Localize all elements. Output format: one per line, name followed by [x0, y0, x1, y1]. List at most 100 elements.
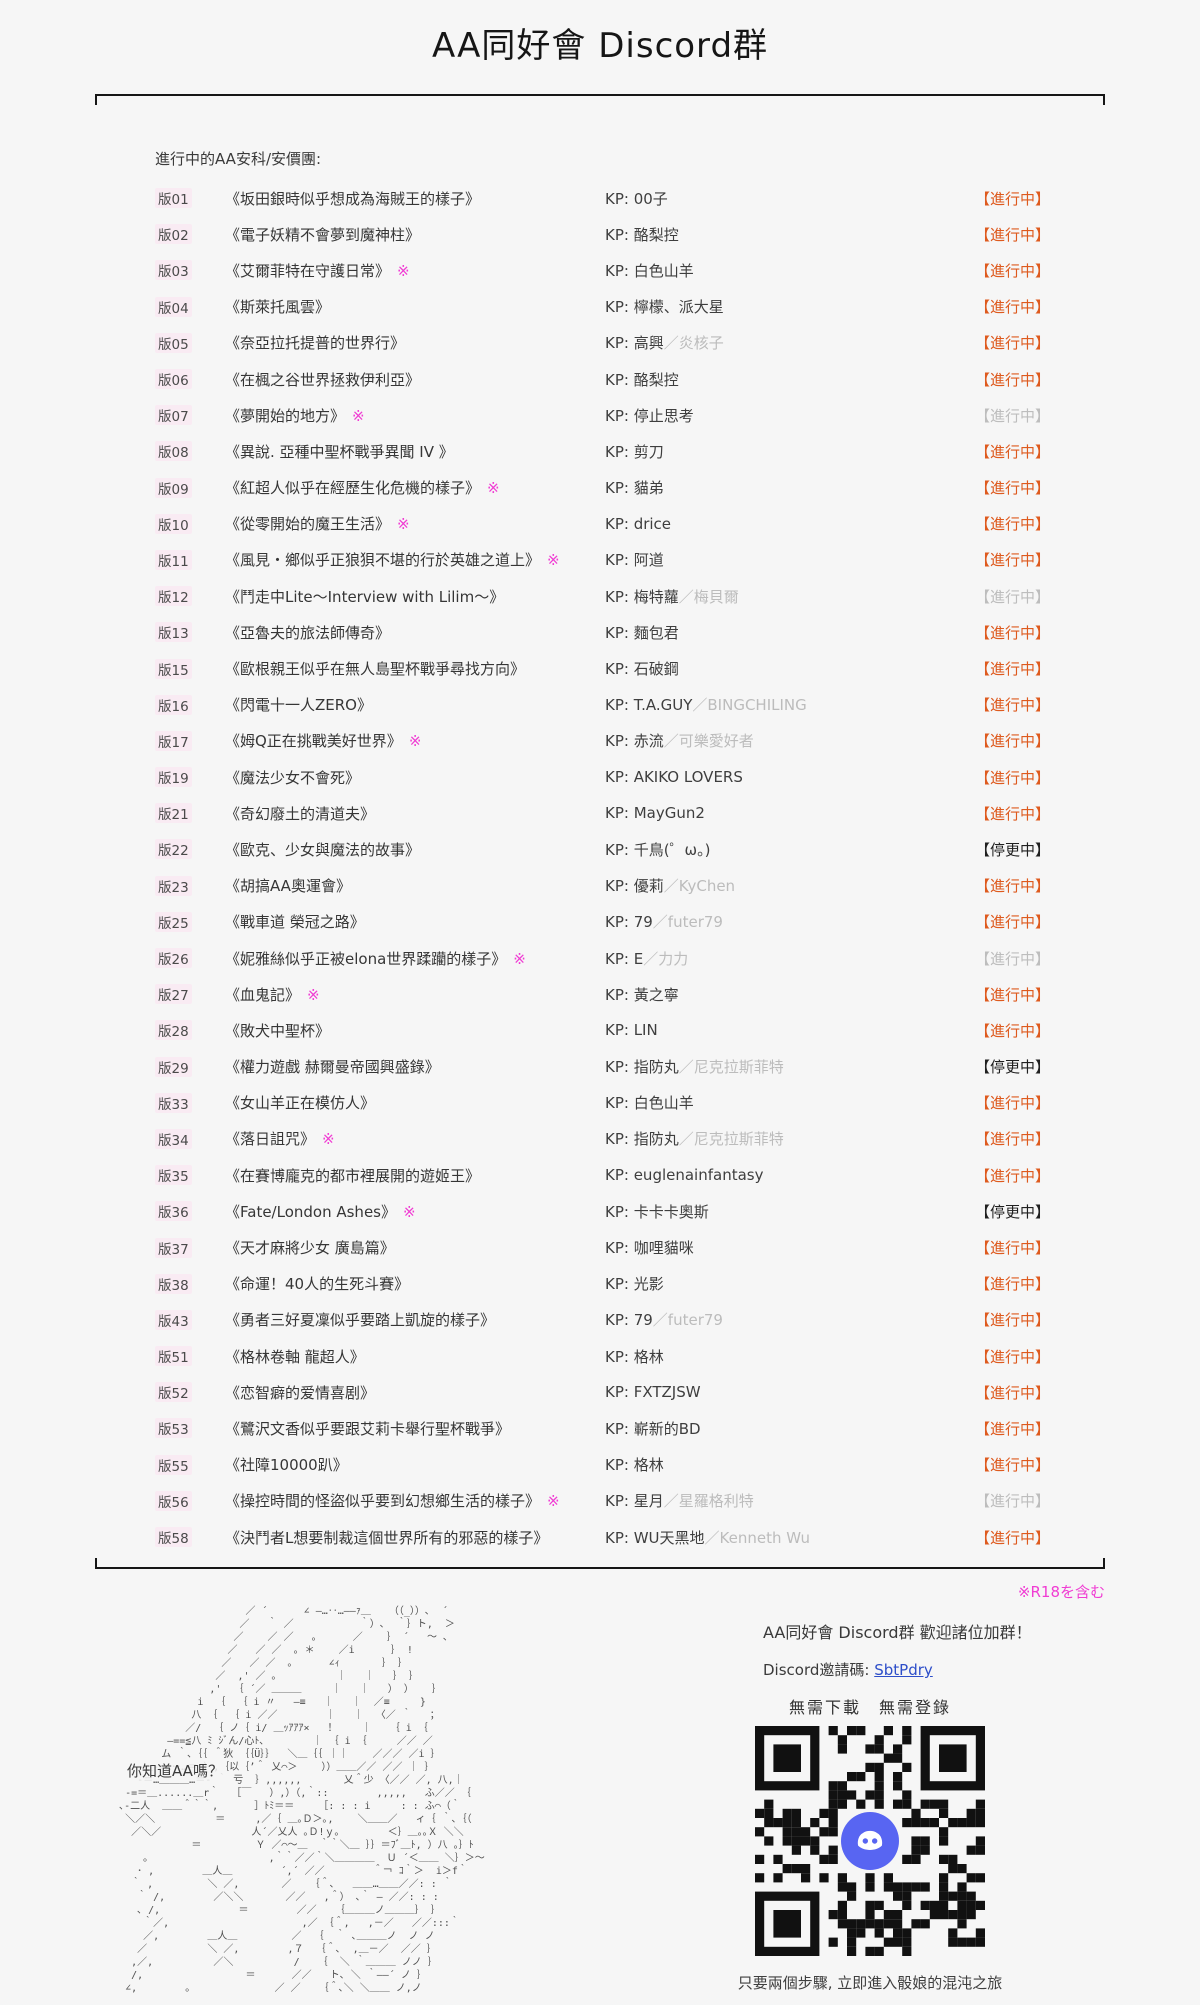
thread-status: 【進行中】: [975, 225, 1051, 244]
thread-status: 【進行中】: [975, 442, 1051, 461]
thread-title: 《落日詛咒》 ※: [225, 1130, 335, 1149]
thread-number-badge: 版15: [155, 658, 192, 679]
list-item: 版35 《在賽博龐克的都市裡展開的遊姬王》 KP: euglenainfantasy…: [155, 1157, 1095, 1193]
frame-corner-tick: [1103, 96, 1105, 105]
thread-number-badge: 版10: [155, 513, 192, 534]
frame-corner-tick: [95, 1558, 97, 1568]
list-item: 版36 《Fate/London Ashes》 ※ KP: 卡卡卡奧斯 【停更中】: [155, 1193, 1095, 1229]
thread-title: 《夢開始的地方》 ※: [225, 406, 365, 425]
thread-title: 《天才麻將少女 廣島篇》: [225, 1239, 395, 1258]
thread-number-badge: 版58: [155, 1527, 192, 1548]
thread-number-badge: 版53: [155, 1418, 192, 1439]
thread-title: 《戰車道 榮冠之路》: [225, 913, 365, 932]
list-item: 版04 《斯萊托風雲》 KP: 檸檬、派大星 【進行中】: [155, 289, 1095, 325]
thread-kp: KP: 嶄新的BD: [605, 1419, 701, 1438]
thread-kp-secondary: ／尼克拉斯菲特: [678, 1130, 784, 1149]
thread-status: 【進行中】: [975, 370, 1051, 389]
thread-kp: KP: 指防丸／尼克拉斯菲特: [605, 1058, 784, 1077]
thread-status: 【進行中】: [975, 768, 1051, 787]
thread-kp-secondary: ／梅貝爾: [678, 587, 739, 606]
thread-number-badge: 版38: [155, 1273, 192, 1294]
frame-corner-tick: [95, 96, 97, 105]
thread-kp: KP: 79／futer79: [605, 1311, 723, 1330]
thread-kp: KP: 白色山羊: [605, 1094, 694, 1113]
thread-status: 【進行中】: [975, 1492, 1051, 1511]
thread-kp: KP: 優莉／KyChen: [605, 877, 736, 896]
thread-kp-secondary: ／可樂愛好者: [663, 732, 754, 751]
thread-status: 【進行中】: [975, 479, 1051, 498]
thread-kp-secondary: ／炎核子: [663, 334, 724, 353]
list-item: 版34 《落日詛咒》 ※ KP: 指防丸／尼克拉斯菲特 【進行中】: [155, 1121, 1095, 1157]
list-heading: 進行中的AA安科/安價團:: [155, 150, 322, 168]
thread-kp: KP: 剪刀: [605, 442, 664, 461]
list-item: 版27 《血鬼記》 ※ KP: 黃之寧 【進行中】: [155, 976, 1095, 1012]
thread-number-badge: 版22: [155, 839, 192, 860]
thread-kp: KP: 貓弟: [605, 479, 664, 498]
r18-mark: ※: [307, 985, 320, 1004]
list-item: 版33 《女山羊正在模仿人》 KP: 白色山羊 【進行中】: [155, 1085, 1095, 1121]
thread-title: 《鬥走中Lite～Interview with Lilim～》: [225, 587, 505, 606]
footer: ／ ´ ∠ ―…‥…――ｧ＿ （（_））､ ´ ／ ｀ ／ ｀）､ ｀｝ト, ＞…: [95, 1605, 1200, 2005]
ascii-art: ／ ´ ∠ ―…‥…――ｧ＿ （（_））､ ´ ／ ｀ ／ ｀）､ ｀｝ト, ＞…: [119, 1606, 485, 1995]
thread-kp: KP: E／力力: [605, 949, 689, 968]
list-item: 版21 《奇幻廢土的清道夫》 KP: MayGun2 【進行中】: [155, 795, 1095, 831]
r18-mark: ※: [322, 1130, 335, 1149]
thread-title: 《歐克、少女與魔法的故事》: [225, 840, 421, 859]
thread-kp: KP: T.A.GUY／BINGCHILING: [605, 696, 807, 715]
thread-number-badge: 版11: [155, 549, 192, 570]
thread-number-badge: 版12: [155, 586, 192, 607]
thread-title: 《命運！40人的生死斗賽》: [225, 1275, 410, 1294]
thread-title: 《風見・鄉似乎正狼狽不堪的行於英雄之道上》 ※: [225, 551, 560, 570]
thread-kp-secondary: ／KyChen: [663, 877, 736, 896]
thread-title: 《坂田銀時似乎想成為海賊王的樣子》: [225, 189, 481, 208]
ascii-art-area: ／ ´ ∠ ―…‥…――ｧ＿ （（_））､ ´ ／ ｀ ／ ｀）､ ｀｝ト, ＞…: [95, 1605, 635, 2005]
list-item: 版38 《命運！40人的生死斗賽》 KP: 光影 【進行中】: [155, 1266, 1095, 1302]
thread-title: 《勇者三好夏凜似乎要踏上凱旋的樣子》: [225, 1311, 496, 1330]
thread-kp-secondary: ／futer79: [652, 1311, 723, 1330]
thread-status: 【進行中】: [975, 551, 1051, 570]
thread-number-badge: 版35: [155, 1165, 192, 1186]
qr-code-image: [755, 1726, 985, 1957]
thread-status: 【進行中】: [975, 623, 1051, 642]
thread-title: 《操控時間的怪盜似乎要到幻想鄉生活的樣子》 ※: [225, 1492, 560, 1511]
thread-number-badge: 版21: [155, 803, 192, 824]
thread-number-badge: 版02: [155, 224, 192, 245]
thread-kp-secondary: ／Kenneth Wu: [704, 1528, 811, 1547]
thread-title: 《血鬼記》 ※: [225, 985, 320, 1004]
thread-status: 【進行中】: [975, 1094, 1051, 1113]
thread-status: 【進行中】: [975, 696, 1051, 715]
qr-code: [755, 1726, 985, 1957]
thread-title: 《斯萊托風雲》: [225, 298, 331, 317]
list-item: 版11 《風見・鄉似乎正狼狽不堪的行於英雄之道上》 ※ KP: 阿道 【進行中】: [155, 542, 1095, 578]
thread-number-badge: 版55: [155, 1454, 192, 1475]
thread-kp: KP: 卡卡卡奧斯: [605, 1202, 709, 1221]
thread-title: 《鷺沢文香似乎要跟艾莉卡舉行聖杯戰爭》: [225, 1419, 511, 1438]
thread-kp: KP: 高興／炎核子: [605, 334, 724, 353]
thread-status: 【進行中】: [975, 949, 1051, 968]
thread-status: 【進行中】: [975, 1347, 1051, 1366]
invite-heading: AA同好會 Discord群 歡迎諸位加群！: [763, 1623, 1032, 1643]
list-item: 版26 《妮雅絲似乎正被elona世界蹂躪的樣子》 ※ KP: E／力力 【進行中】: [155, 940, 1095, 976]
thread-title: 《Fate/London Ashes》 ※: [225, 1202, 416, 1221]
thread-kp: KP: euglenainfantasy: [605, 1166, 764, 1185]
thread-status: 【進行中】: [975, 334, 1051, 353]
thread-number-badge: 版56: [155, 1490, 192, 1511]
thread-title: 《電子妖精不會夢到魔神柱》: [225, 225, 421, 244]
thread-title: 《歐根親王似乎在無人島聖杯戰爭尋找方向》: [225, 660, 526, 679]
thread-number-badge: 版43: [155, 1309, 192, 1330]
thread-status: 【停更中】: [975, 840, 1051, 859]
thread-status: 【進行中】: [975, 1528, 1051, 1547]
thread-kp: KP: 檸檬、派大星: [605, 298, 724, 317]
r18-mark: ※: [547, 1492, 560, 1511]
thread-title: 《從零開始的魔王生活》 ※: [225, 515, 410, 534]
thread-status: 【進行中】: [975, 1456, 1051, 1475]
r18-mark: ※: [487, 479, 500, 498]
thread-title: 《決鬥者L想要制裁這個世界所有的邪惡的樣子》: [225, 1528, 549, 1547]
thread-kp: KP: 麵包君: [605, 623, 679, 642]
discord-invite-link[interactable]: SbtPdry: [874, 1661, 933, 1680]
thread-kp: KP: 咖哩貓咪: [605, 1239, 694, 1258]
list-item: 版10 《從零開始的魔王生活》 ※ KP: drice 【進行中】: [155, 506, 1095, 542]
thread-title: 《紅超人似乎在經歷生化危機的樣子》 ※: [225, 479, 500, 498]
thread-kp: KP: 格林: [605, 1456, 664, 1475]
thread-kp: KP: FXTZJSW: [605, 1383, 701, 1402]
